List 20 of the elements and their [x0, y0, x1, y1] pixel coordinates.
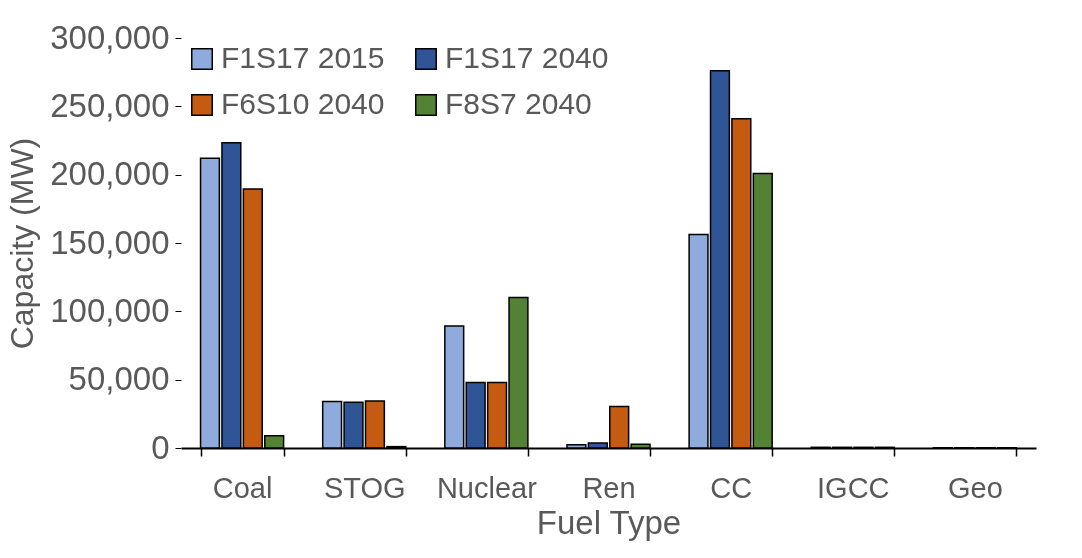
y-axis-title: Capacity (MW): [4, 137, 41, 350]
y-tick-label: 100,000: [50, 291, 170, 329]
y-tick-label: 250,000: [50, 86, 170, 124]
y-tick-label: 150,000: [50, 223, 170, 261]
legend-label: F1S17 2015: [221, 41, 385, 74]
y-tick-label: 300,000: [50, 18, 170, 56]
legend-label: F6S10 2040: [221, 87, 385, 120]
x-tick-label: Ren: [582, 471, 636, 504]
x-tick-label: Nuclear: [436, 471, 538, 504]
x-tick-label: STOG: [323, 471, 406, 504]
x-tick-label: IGCC: [817, 471, 890, 504]
x-tick-label: Geo: [948, 471, 1003, 504]
y-tick-label: 50,000: [68, 360, 170, 398]
legend-label: F1S17 2040: [445, 41, 609, 74]
x-tick-label: Coal: [212, 471, 273, 504]
x-tick-label: CC: [710, 471, 753, 504]
y-tick-label: 200,000: [50, 155, 170, 193]
y-tick-label: 0: [151, 428, 170, 466]
x-axis-title: Fuel Type: [536, 503, 682, 541]
legend-label: F8S7 2040: [445, 87, 592, 120]
